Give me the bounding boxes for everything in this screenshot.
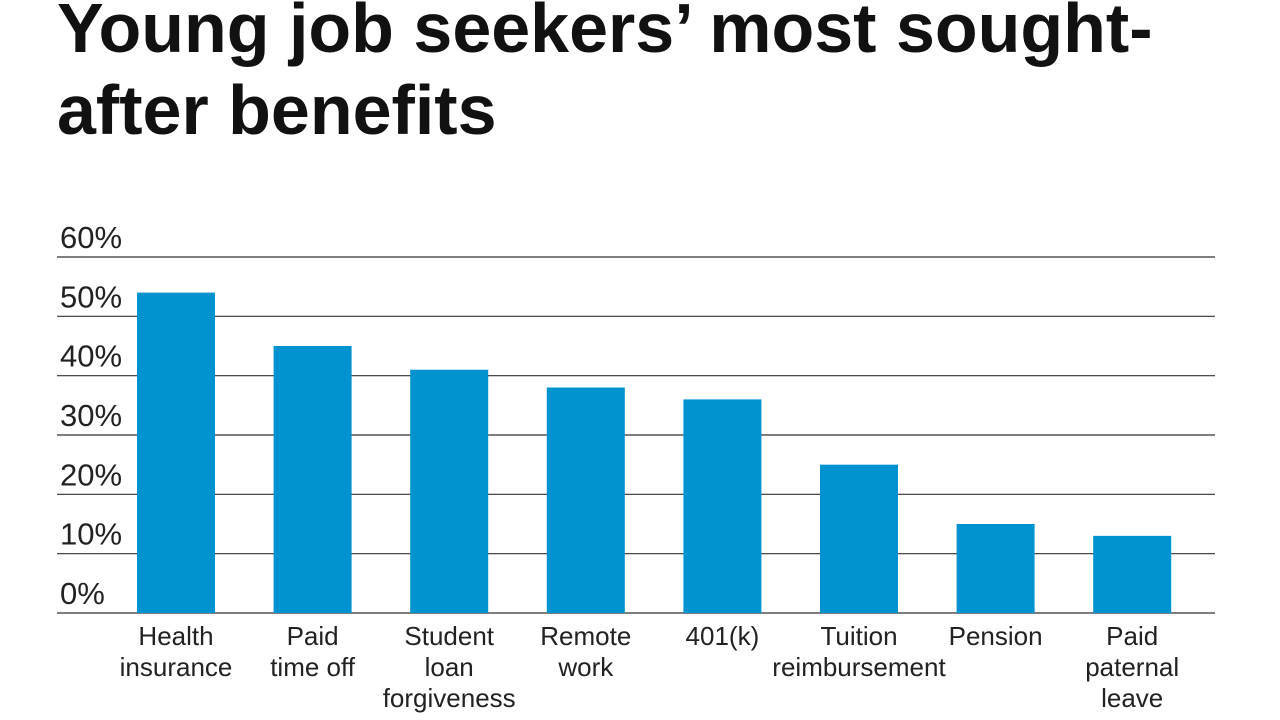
- x-tick-label: leave: [1101, 683, 1163, 713]
- x-tick-label: Health: [138, 621, 213, 651]
- bar: [137, 292, 215, 613]
- x-tick-label: Student: [404, 621, 494, 651]
- x-tick-label: Pension: [949, 621, 1043, 651]
- x-tick-label: loan: [425, 652, 474, 682]
- bar: [956, 524, 1035, 613]
- x-tick-label: paternal: [1085, 652, 1179, 682]
- x-tick-label: Paid: [1106, 621, 1158, 651]
- y-tick-label: 10%: [60, 517, 122, 552]
- y-tick-label: 20%: [60, 457, 122, 492]
- y-tick-label: 60%: [60, 220, 122, 255]
- x-tick-label: Tuition: [820, 621, 897, 651]
- x-tick-label: 401(k): [686, 621, 760, 651]
- bar: [410, 369, 489, 613]
- y-tick-label: 50%: [60, 279, 122, 314]
- bar: [820, 464, 898, 613]
- x-tick-label: insurance: [120, 652, 233, 682]
- x-tick-label: work: [557, 652, 614, 682]
- y-tick-label: 0%: [60, 576, 105, 611]
- x-tick-label: Remote: [540, 621, 631, 651]
- bar: [273, 346, 352, 613]
- x-tick-label: forgiveness: [383, 683, 516, 713]
- bar: [683, 399, 762, 613]
- chart-title-line: Young job seekers’ most sought-: [57, 0, 1153, 67]
- x-tick-label: reimbursement: [772, 652, 946, 682]
- bar: [1093, 535, 1172, 613]
- x-tick-label: time off: [270, 652, 356, 682]
- bar: [546, 387, 625, 613]
- y-tick-label: 40%: [60, 339, 122, 374]
- chart-title-line: after benefits: [57, 71, 497, 149]
- x-tick-label: Paid: [287, 621, 339, 651]
- y-tick-label: 30%: [60, 398, 122, 433]
